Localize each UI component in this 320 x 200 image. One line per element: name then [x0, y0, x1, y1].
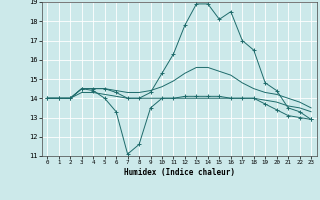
X-axis label: Humidex (Indice chaleur): Humidex (Indice chaleur): [124, 168, 235, 177]
